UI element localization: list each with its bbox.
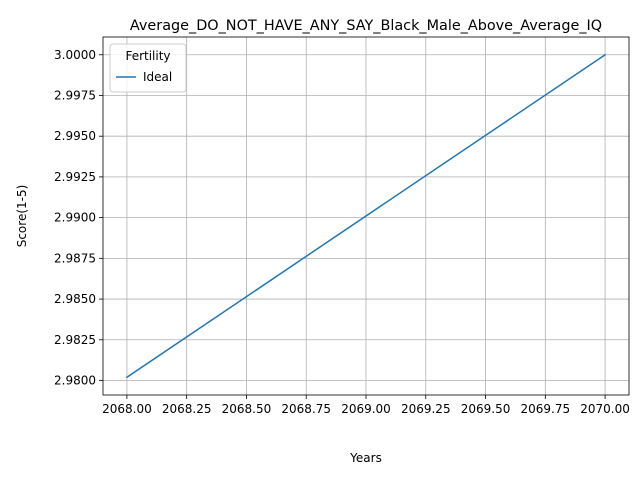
grid xyxy=(103,37,629,395)
x-tick-label: 2068.25 xyxy=(162,402,212,416)
legend-box xyxy=(109,43,187,93)
y-axis-label: Score(1-5) xyxy=(15,185,29,248)
x-tick-label: 2068.00 xyxy=(102,402,152,416)
x-axis: 2068.00 2068.25 2068.50 2068.75 2069.00 2069.… xyxy=(102,395,630,416)
x-tick-label: 2070.00 xyxy=(580,402,630,416)
x-tick-label: 2069.50 xyxy=(461,402,511,416)
series-group xyxy=(125,53,607,379)
x-tick-label: 2069.75 xyxy=(521,402,571,416)
y-tick-label: 2.9950 xyxy=(54,129,96,143)
legend-label-ideal: Ideal xyxy=(143,70,172,84)
x-axis-label: Years xyxy=(349,451,382,465)
y-tick-label: 2.9975 xyxy=(54,88,96,102)
x-tick-label: 2068.50 xyxy=(222,402,272,416)
x-tick-label: 2068.75 xyxy=(281,402,331,416)
x-tick-label: 2069.00 xyxy=(341,402,391,416)
y-tick-label: 2.9800 xyxy=(54,374,96,388)
y-tick-label: 2.9900 xyxy=(54,211,96,225)
y-tick-label: 2.9850 xyxy=(54,292,96,306)
x-tick-label: 2069.25 xyxy=(401,402,451,416)
legend-title: Fertility xyxy=(125,49,170,63)
chart-title: Average_DO_NOT_HAVE_ANY_SAY_Black_Male_A… xyxy=(130,18,602,34)
y-tick-label: 3.0000 xyxy=(54,48,96,62)
legend: Fertility Ideal xyxy=(109,43,187,93)
y-axis: 2.9800 2.9825 2.9850 2.9875 2.9900 2.9925 2.99… xyxy=(54,48,103,388)
y-tick-label: 2.9875 xyxy=(54,251,96,265)
y-tick-label: 2.9825 xyxy=(54,333,96,347)
series-line-ideal xyxy=(125,53,607,379)
y-tick-label: 2.9925 xyxy=(54,170,96,184)
